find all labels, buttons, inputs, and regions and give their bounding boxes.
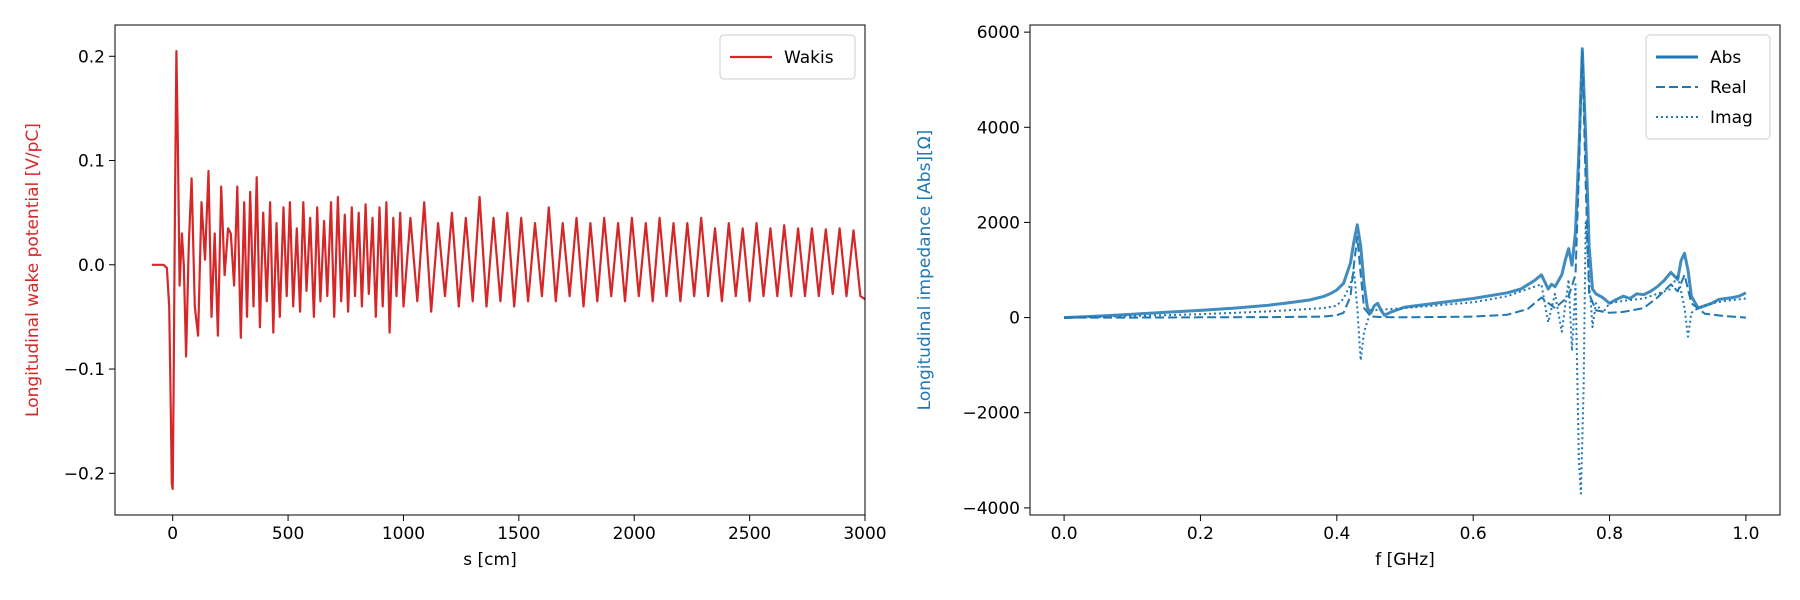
y-axis-label: Longitudinal impedance [Abs][Ω]	[915, 130, 935, 411]
y-tick-label: 0.0	[78, 256, 105, 276]
x-tick-label: 0.8	[1596, 524, 1623, 544]
legend-label-real: Real	[1710, 78, 1747, 98]
series-group	[1064, 47, 1747, 495]
series-line-abs	[1064, 47, 1747, 320]
x-tick-label: 2000	[613, 524, 656, 544]
x-tick-label: 0	[167, 524, 178, 544]
legend-label-abs: Abs	[1710, 48, 1741, 68]
legend-label-imag: Imag	[1710, 108, 1753, 128]
y-tick-label: 0	[1009, 309, 1020, 329]
x-tick-label: 500	[272, 524, 304, 544]
y-tick-label: 4000	[977, 118, 1020, 138]
legend-label-wakis: Wakis	[784, 48, 834, 68]
x-tick-label: 0.2	[1187, 524, 1214, 544]
legend-box	[719, 34, 856, 80]
legend-box	[1645, 34, 1771, 140]
x-tick-label: 0.6	[1460, 524, 1487, 544]
legend: Wakis	[719, 34, 856, 80]
y-tick-label: 2000	[977, 213, 1020, 233]
x-tick-label: 1.0	[1732, 524, 1759, 544]
x-tick-label: 2500	[728, 524, 771, 544]
x-tick-label: 0.0	[1051, 524, 1078, 544]
y-tick-label: −0.1	[64, 360, 105, 380]
series-group	[151, 49, 865, 490]
y-tick-label: −0.2	[64, 464, 105, 484]
x-tick-label: 3000	[843, 524, 886, 544]
y-tick-label: 0.2	[78, 47, 105, 67]
x-axis-label: f [GHz]	[1375, 550, 1435, 570]
x-tick-label: 1000	[382, 524, 425, 544]
axes-frame	[1029, 24, 1781, 516]
series-line-real	[1064, 50, 1746, 319]
legend: Abs Real Imag	[1645, 34, 1771, 140]
y-tick-label: 6000	[977, 23, 1020, 43]
y-axis-label: Longitudinal wake potential [V/pC]	[23, 123, 43, 417]
axes-frame	[114, 24, 866, 516]
x-axis-label: s [cm]	[463, 550, 516, 570]
x-tick-label: 1500	[497, 524, 540, 544]
x-tick-label: 0.4	[1323, 524, 1350, 544]
wake-potential-panel: 0 500 1000 1500 2000 2500 3000 −0.2 −0.1 0.0 0.1 0.…	[23, 24, 887, 570]
y-tick-label: −2000	[962, 404, 1020, 424]
impedance-panel: 0.0 0.2 0.4 0.6 0.8 1.0 −4000 −2000 0 2000 4000 600…	[915, 23, 1781, 570]
y-tick-label: −4000	[962, 499, 1020, 519]
y-tick-label: 0.1	[78, 152, 105, 172]
series-line-wakis	[151, 49, 865, 490]
